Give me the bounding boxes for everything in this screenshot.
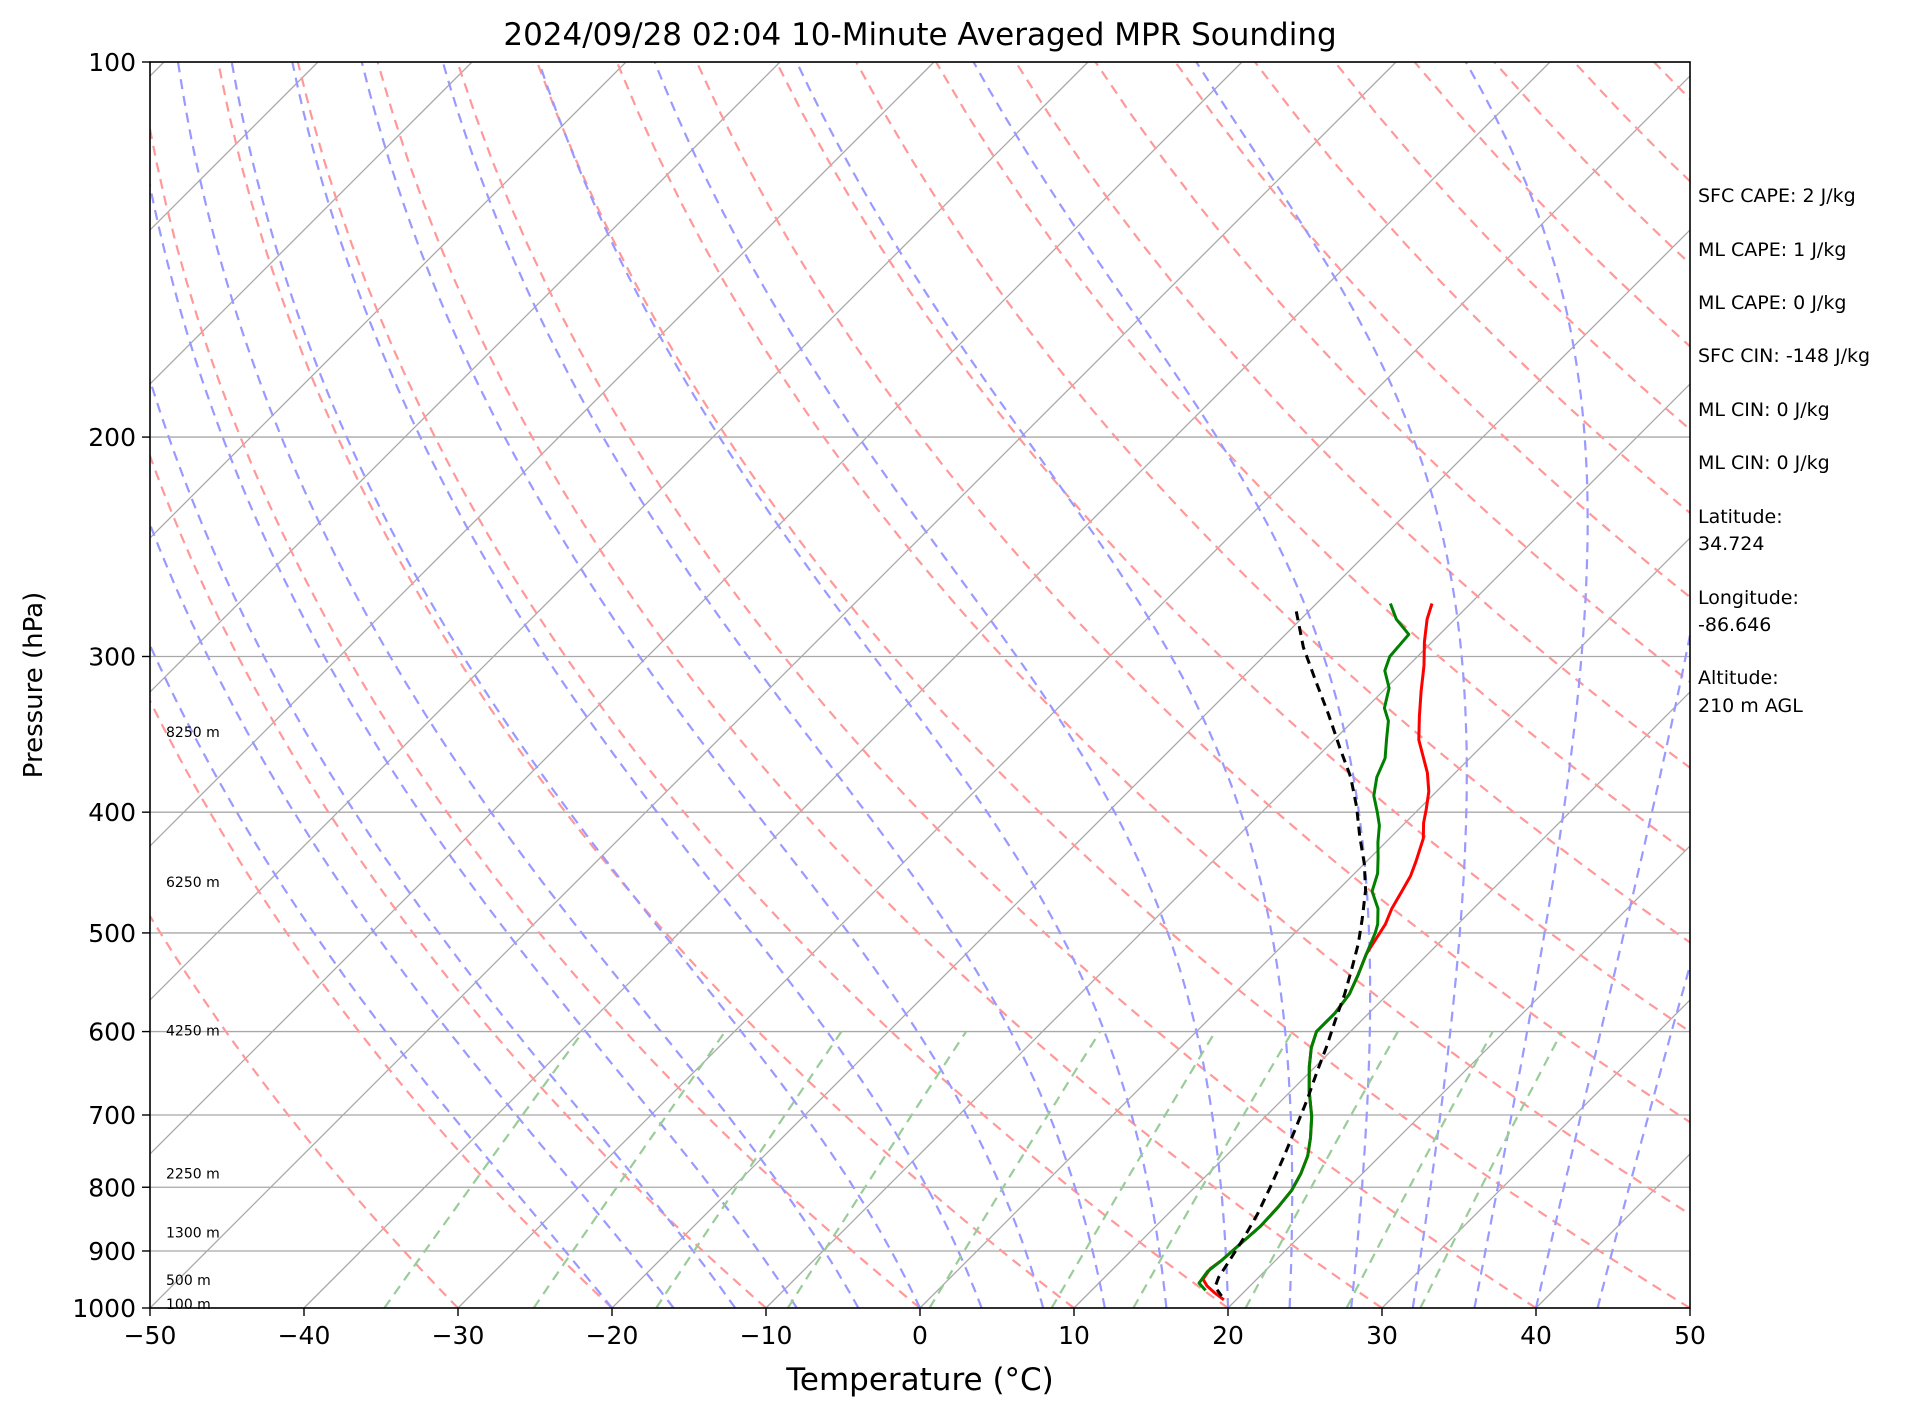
series-line-1 [1203,604,1432,1300]
moist-adiabat-line [1196,62,1467,1308]
background-lines [0,62,1910,1308]
x-tick-label: 10 [1058,1321,1090,1350]
y-tick-label: 300 [88,642,136,671]
x-tick-label: −40 [278,1321,331,1350]
dry-adiabat-line [0,62,458,1308]
moist-adiabat-line [292,62,981,1308]
annotation-text: ML CIN: 0 J/kg [1698,399,1830,421]
isotherm-line [0,62,10,1308]
y-tick-label: 700 [88,1101,136,1130]
moist-adiabat-line [232,62,920,1308]
x-tick-label: −20 [586,1321,639,1350]
y-tick-label: 1000 [72,1294,136,1323]
dry-adiabat-line [617,62,1844,1308]
moist-adiabat-line [797,62,1293,1308]
series-layer [1199,604,1432,1300]
height-label: 2250 m [166,1167,220,1183]
moist-adiabat-line [130,62,797,1308]
x-axis-label: Temperature (°C) [785,1362,1054,1398]
x-tick-label: −50 [124,1321,177,1350]
annotation-text: Latitude: [1698,506,1783,528]
height-label: 4250 m [166,1024,220,1040]
x-tick-label: −10 [740,1321,793,1350]
dry-adiabat-line [218,62,1074,1308]
moist-adiabat-line [655,62,1228,1308]
mixing-ratio-line [384,1032,583,1308]
mixing-ratio-line [656,1032,841,1308]
mixing-ratio-line [1420,1032,1562,1308]
chart-title: 2024/09/28 02:04 10-Minute Averaged MPR … [503,17,1336,53]
annotation-text: ML CAPE: 0 J/kg [1698,292,1846,314]
height-label: 100 m [166,1297,211,1313]
dry-adiabat-line [378,62,1382,1308]
y-tick-label: 800 [88,1173,136,1202]
y-axis-label: Pressure (hPa) [19,592,49,779]
mixing-ratio-line [788,1032,966,1308]
annotation-text: SFC CAPE: 2 J/kg [1698,185,1856,207]
moist-adiabat-line [44,62,673,1308]
y-tick-label: 400 [88,798,136,827]
x-tick-label: 0 [912,1321,928,1350]
annotation-panel: SFC CAPE: 2 J/kg ML CAPE: 1 J/kg ML CAPE: … [1698,185,1870,717]
mixing-ratio-line [1052,1032,1216,1308]
isotherm-line [150,62,1396,1308]
y-tick-label: 500 [88,919,136,948]
annotation-text: -86.646 [1698,614,1771,636]
moist-adiabat-line [362,62,1043,1308]
y-tick-label: 200 [88,423,136,452]
y-tick-label: 900 [88,1237,136,1266]
x-tick-label: 40 [1520,1321,1552,1350]
isotherm-line [0,62,1242,1308]
x-tick-label: −30 [432,1321,485,1350]
y-tick-label: 100 [88,48,136,77]
plot-frame [150,62,1690,1308]
y-tick-label: 600 [88,1018,136,1047]
x-tick-label: 30 [1366,1321,1398,1350]
annotation-text: ML CAPE: 1 J/kg [1698,239,1846,261]
isotherm-line [458,62,1704,1308]
mixing-ratio-line [930,1032,1101,1308]
x-tick-label: 50 [1674,1321,1706,1350]
annotation-text: SFC CIN: -148 J/kg [1698,345,1870,367]
isotherm-line [0,62,472,1308]
height-label: 8250 m [166,725,220,741]
annotation-text: 210 m AGL [1698,695,1803,717]
annotation-text: Altitude: [1698,667,1779,689]
height-label: 500 m [166,1273,211,1289]
isotherm-line [304,62,1550,1308]
annotation-text: ML CIN: 0 J/kg [1698,452,1830,474]
height-label: 1300 m [166,1226,220,1242]
annotation-text: 34.724 [1698,533,1764,555]
x-tick-label: 20 [1212,1321,1244,1350]
height-label: 6250 m [166,875,220,891]
annotation-text: Longitude: [1698,587,1799,609]
